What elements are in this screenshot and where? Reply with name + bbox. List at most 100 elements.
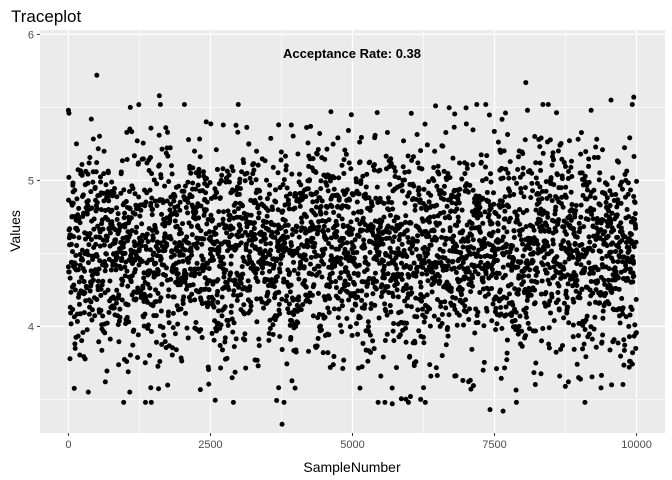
data-point: [406, 169, 412, 175]
data-point: [404, 285, 410, 291]
data-point: [535, 269, 541, 275]
data-point: [599, 256, 605, 262]
data-point: [198, 203, 204, 209]
data-point: [287, 289, 293, 295]
data-point: [296, 294, 302, 300]
data-point: [280, 182, 286, 188]
data-point: [119, 282, 125, 288]
data-point: [632, 216, 638, 222]
data-point: [304, 125, 310, 131]
data-point: [522, 185, 528, 191]
data-point: [203, 119, 209, 125]
data-point: [73, 253, 79, 259]
data-point: [95, 283, 101, 289]
data-point: [81, 310, 87, 316]
data-point: [594, 136, 600, 142]
data-point: [285, 234, 291, 240]
data-point: [228, 253, 234, 259]
data-point: [303, 257, 309, 263]
data-point: [417, 279, 423, 285]
data-point: [504, 350, 510, 356]
data-point: [427, 323, 433, 329]
data-point: [215, 288, 221, 294]
x-tick-label: 10000: [621, 439, 652, 451]
data-point: [204, 199, 210, 205]
data-point: [230, 399, 236, 405]
data-point: [147, 187, 153, 193]
data-point: [105, 170, 111, 176]
data-point: [529, 180, 535, 186]
data-point: [326, 217, 332, 223]
data-point: [540, 150, 546, 156]
data-point: [175, 321, 181, 327]
data-point: [122, 264, 128, 270]
data-point: [630, 254, 636, 260]
data-point: [550, 237, 556, 243]
data-point: [283, 163, 289, 169]
data-point: [560, 238, 566, 244]
data-point: [419, 298, 425, 304]
data-point: [490, 301, 496, 307]
data-point: [154, 203, 160, 209]
data-point: [633, 239, 639, 245]
data-point: [589, 211, 595, 217]
data-point: [580, 247, 586, 253]
data-point: [168, 201, 174, 207]
data-point: [431, 228, 437, 234]
data-point: [505, 170, 511, 176]
data-point: [590, 216, 596, 222]
data-point: [225, 317, 231, 323]
data-point: [582, 173, 588, 179]
data-point: [428, 373, 434, 379]
data-point: [205, 216, 211, 222]
data-point: [140, 156, 146, 162]
data-point: [515, 154, 521, 160]
data-point: [479, 178, 485, 184]
data-point: [310, 313, 316, 319]
data-point: [153, 339, 159, 345]
data-point: [198, 228, 204, 234]
data-point: [431, 214, 437, 220]
data-point: [398, 396, 404, 402]
data-point: [502, 208, 508, 214]
data-point: [114, 205, 120, 211]
data-point: [551, 318, 557, 324]
data-point: [289, 171, 295, 177]
data-point: [235, 129, 241, 135]
data-point: [463, 105, 469, 111]
data-point: [511, 235, 517, 240]
data-point: [167, 207, 173, 213]
data-point: [328, 279, 334, 285]
data-point: [453, 270, 459, 276]
data-point: [220, 216, 226, 222]
data-point: [138, 207, 144, 213]
data-point: [474, 251, 480, 257]
data-point: [149, 257, 155, 263]
data-point: [140, 140, 146, 146]
data-point: [434, 296, 440, 302]
data-point: [428, 242, 434, 248]
data-point: [339, 298, 345, 304]
data-point: [513, 399, 519, 405]
data-point: [455, 219, 461, 225]
data-point: [613, 269, 619, 275]
data-point: [524, 314, 530, 320]
data-point: [262, 158, 268, 164]
y-tick-label: 5: [28, 175, 34, 187]
data-point: [392, 174, 398, 180]
data-point: [408, 220, 414, 226]
data-point: [478, 159, 484, 165]
data-point: [624, 207, 630, 213]
data-point: [389, 385, 395, 391]
data-point: [558, 185, 564, 191]
data-point: [529, 170, 535, 176]
data-point: [343, 265, 349, 271]
data-point: [104, 368, 110, 374]
data-point: [101, 171, 107, 177]
data-point: [441, 168, 447, 174]
data-point: [210, 257, 216, 263]
data-point: [609, 210, 615, 216]
data-point: [204, 221, 210, 227]
data-point: [628, 231, 634, 237]
